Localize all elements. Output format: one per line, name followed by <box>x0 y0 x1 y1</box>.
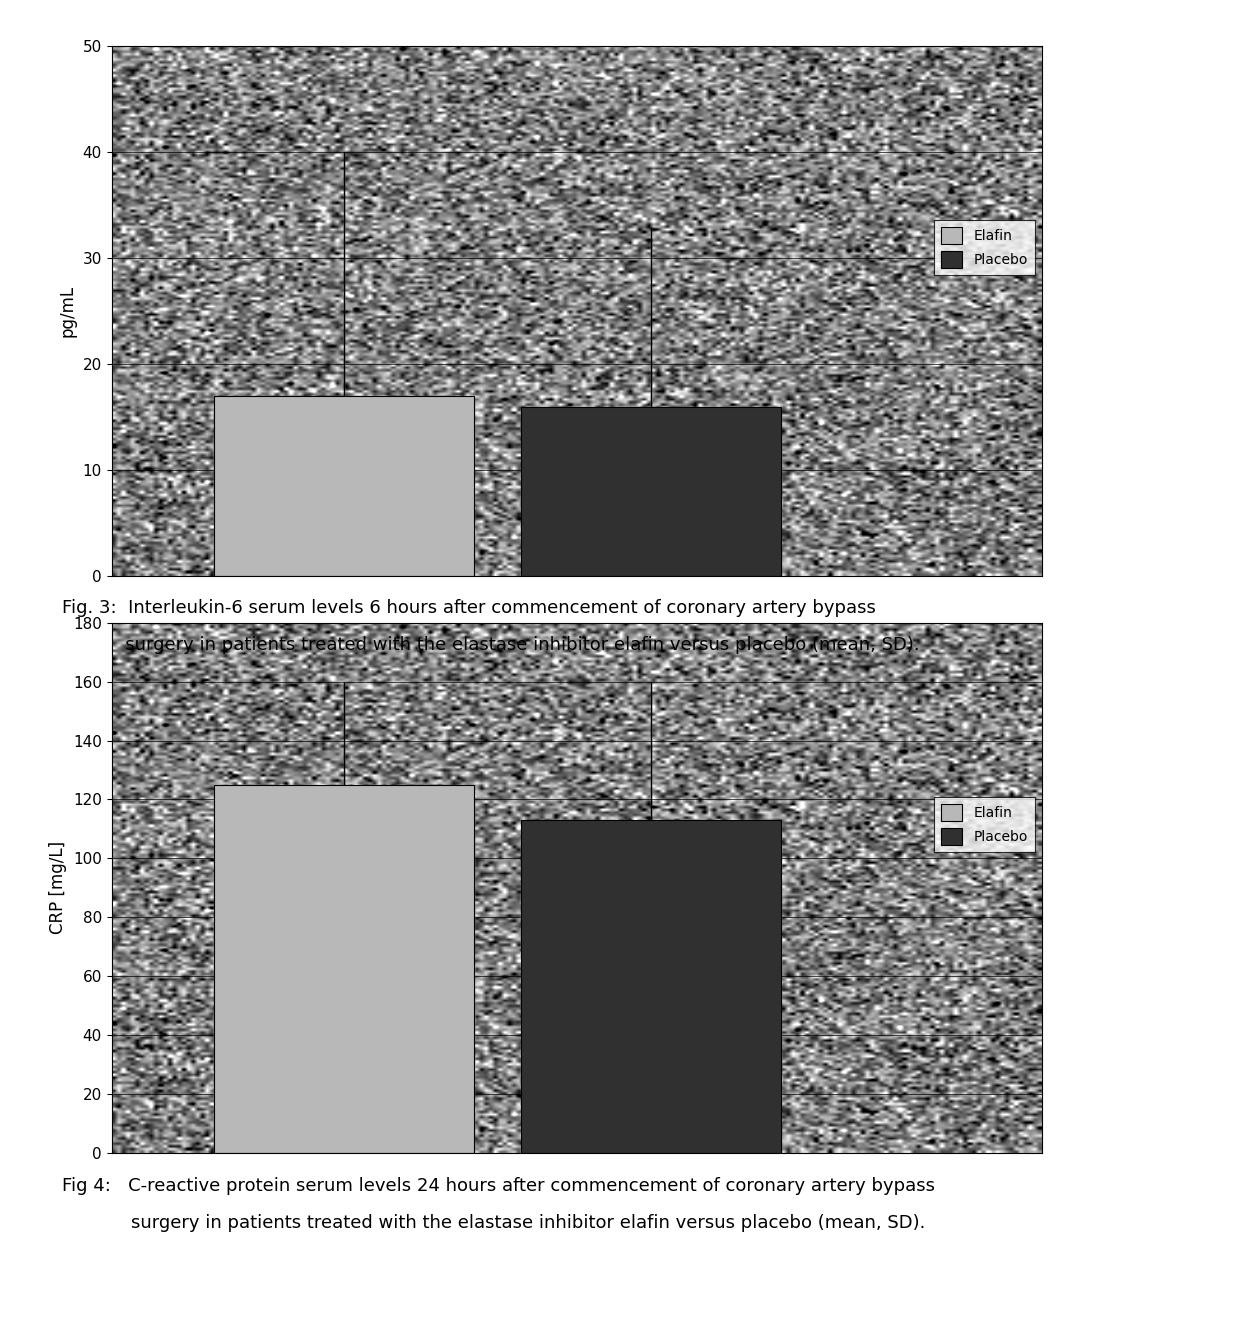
Bar <box>521 407 781 576</box>
Y-axis label: pg/mL: pg/mL <box>60 285 77 338</box>
Bar <box>213 784 474 1153</box>
Y-axis label: CRP [mg/L]: CRP [mg/L] <box>50 841 67 934</box>
Text: Fig 4:   C-reactive protein serum levels 24 hours after commencement of coronary: Fig 4: C-reactive protein serum levels 2… <box>62 1177 935 1195</box>
Text: surgery in patients treated with the elastase inhibitor elafin versus placebo (m: surgery in patients treated with the ela… <box>62 636 920 655</box>
Legend: Elafin, Placebo: Elafin, Placebo <box>935 796 1034 852</box>
Text: Fig. 3:  Interleukin-6 serum levels 6 hours after commencement of coronary arter: Fig. 3: Interleukin-6 serum levels 6 hou… <box>62 599 875 617</box>
Bar <box>521 820 781 1153</box>
Text: surgery in patients treated with the elastase inhibitor elafin versus placebo (m: surgery in patients treated with the ela… <box>62 1214 925 1232</box>
Bar <box>213 396 474 576</box>
Legend: Elafin, Placebo: Elafin, Placebo <box>935 220 1034 276</box>
